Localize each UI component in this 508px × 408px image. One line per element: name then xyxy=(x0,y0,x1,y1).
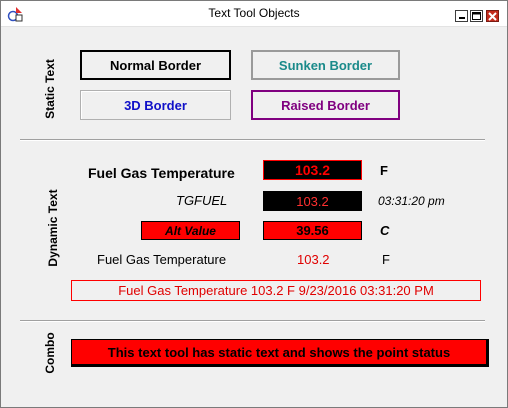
window-title: Text Tool Objects xyxy=(208,6,300,20)
maximize-button[interactable] xyxy=(470,10,483,22)
three-d-border-text: 3D Border xyxy=(80,90,231,120)
alt-value-label-box: Alt Value xyxy=(141,221,240,240)
title-bar[interactable]: Text Tool Objects xyxy=(1,1,507,27)
tag-time: 03:31:20 pm xyxy=(378,194,445,208)
minimize-button[interactable] xyxy=(455,10,468,22)
combo-status-box: This text tool has static text and shows… xyxy=(71,339,489,367)
fuel-gas-temperature-plain-value: 103.2 xyxy=(297,252,330,267)
fuel-gas-temperature-label: Fuel Gas Temperature xyxy=(88,165,235,181)
fuel-gas-temperature-value: 103.2 xyxy=(294,162,331,178)
alt-value-label: Alt Value xyxy=(165,223,216,238)
fuel-gas-temperature-plain-label: Fuel Gas Temperature xyxy=(97,252,227,267)
alt-value-box: 39.56 xyxy=(263,221,362,240)
sunken-border-text: Sunken Border xyxy=(251,50,400,80)
tag-value: 103.2 xyxy=(296,193,329,209)
minimize-icon xyxy=(458,17,465,19)
maximize-icon xyxy=(472,12,481,20)
normal-border-text: Normal Border xyxy=(80,50,231,80)
summary-box: Fuel Gas Temperature 103.2 F 9/23/2016 0… xyxy=(71,280,481,301)
raised-border-text: Raised Border xyxy=(251,90,400,120)
app-icon xyxy=(7,7,23,22)
tag-value-box: 103.2 xyxy=(263,191,362,211)
tag-name-label: TGFUEL xyxy=(176,193,228,208)
fuel-gas-temperature-value-box: 103.2 xyxy=(263,160,362,180)
alt-value-unit: C xyxy=(380,223,390,238)
section-divider-2 xyxy=(20,320,485,322)
close-icon xyxy=(488,11,497,21)
combo-status-text: This text tool has static text and shows… xyxy=(107,344,451,360)
fuel-gas-temperature-unit: F xyxy=(380,163,388,178)
alt-value: 39.56 xyxy=(296,223,329,238)
section-divider-1 xyxy=(20,139,485,141)
fuel-gas-temperature-plain-unit: F xyxy=(382,252,390,267)
section-label-static-text: Static Text xyxy=(43,59,57,119)
section-label-combo: Combo xyxy=(43,332,57,374)
section-label-dynamic-text: Dynamic Text xyxy=(46,189,60,267)
summary-text: Fuel Gas Temperature 103.2 F 9/23/2016 0… xyxy=(118,283,434,298)
close-button[interactable] xyxy=(486,10,499,22)
